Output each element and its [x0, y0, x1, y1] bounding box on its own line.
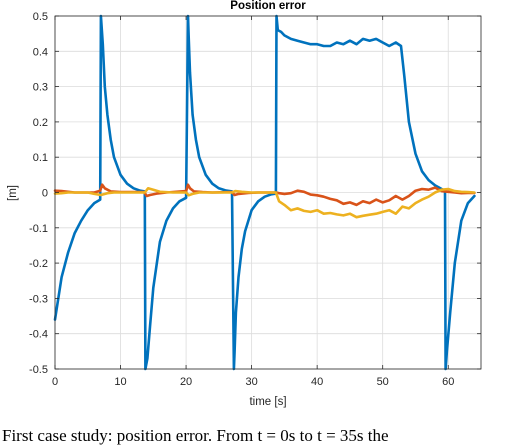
y-tick-label: 0	[42, 188, 48, 200]
y-tick-labels: -0.5 -0.4 -0.3 -0.2 -0.1 0 0.1 0.2 0.3 0.4 0.5	[29, 11, 48, 376]
x-tick-label: 50	[377, 376, 389, 388]
y-tick-label: 0.1	[33, 152, 48, 164]
x-tick-label: 40	[311, 376, 323, 388]
series-line-1	[53, 14, 476, 371]
x-tick-label: 20	[180, 376, 192, 388]
y-tick-label: -0.1	[29, 223, 48, 235]
y-tick-label: -0.4	[29, 329, 48, 341]
y-tick-label: -0.2	[29, 258, 48, 270]
x-tick-label: 0	[52, 376, 58, 388]
y-tick-label: 0.5	[33, 11, 48, 23]
series-line-2	[53, 183, 476, 207]
y-tick-label: 0.4	[33, 46, 48, 58]
figure-caption: First case study: position error. From t…	[2, 426, 389, 445]
series-layer	[53, 14, 476, 371]
y-tick-label: -0.5	[29, 364, 48, 376]
ticks	[54, 15, 481, 370]
x-axis-title: time [s]	[249, 396, 286, 408]
chart-title: Position error	[230, 0, 306, 12]
x-tick-label: 60	[442, 376, 454, 388]
position-error-chart: 0 10 20 30 40 50 60 -0.5 -0.4 -0.3 -0.2 -0.1 0 0.1 0.…	[7, 0, 482, 408]
x-tick-label: 10	[114, 376, 126, 388]
y-tick-label: -0.3	[29, 293, 48, 305]
x-tick-label: 30	[245, 376, 257, 388]
y-tick-label: 0.2	[33, 117, 48, 129]
y-axis-title: [m]	[7, 185, 19, 201]
series-line-3	[53, 187, 476, 219]
x-tick-labels: 0 10 20 30 40 50 60	[52, 376, 454, 388]
y-tick-label: 0.3	[33, 82, 48, 94]
